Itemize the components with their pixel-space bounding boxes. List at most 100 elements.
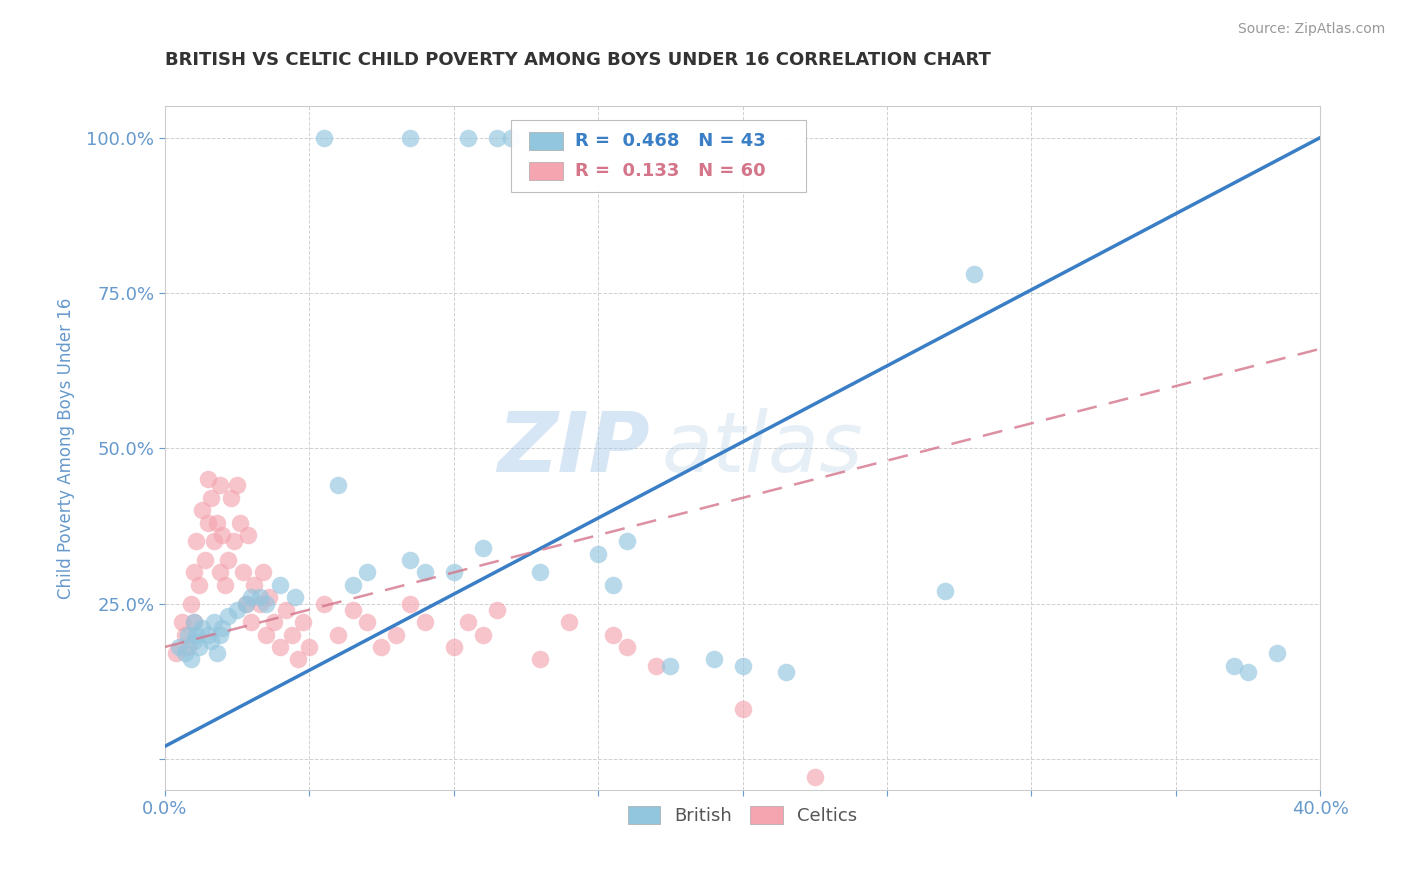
Point (1222, 658, 1244, 673)
Point (775, 665, 797, 679)
Text: Source: ZipAtlas.com: Source: ZipAtlas.com (1237, 22, 1385, 37)
Point (326, 478, 349, 492)
Point (217, 553, 239, 567)
Point (217, 609, 239, 624)
Point (399, 130, 422, 145)
Point (443, 566, 465, 580)
Point (471, 627, 494, 641)
Point (211, 621, 233, 635)
Point (174, 627, 197, 641)
Point (232, 566, 254, 580)
Point (211, 528, 233, 542)
Point (197, 627, 219, 641)
Point (194, 553, 217, 567)
Text: ZIP: ZIP (498, 408, 650, 489)
Point (1237, 665, 1260, 679)
Point (214, 578, 236, 592)
Point (205, 516, 228, 530)
Point (249, 591, 271, 605)
Point (803, 771, 825, 785)
FancyBboxPatch shape (512, 120, 806, 192)
Point (226, 603, 249, 617)
Point (342, 603, 364, 617)
Point (399, 553, 422, 567)
Point (269, 640, 291, 654)
Point (180, 652, 202, 666)
Point (413, 566, 436, 580)
Point (292, 615, 315, 629)
Point (177, 640, 200, 654)
Point (586, 547, 609, 561)
Point (235, 597, 257, 611)
Point (254, 597, 277, 611)
Point (177, 627, 200, 641)
Point (457, 615, 479, 629)
Point (202, 534, 225, 549)
Point (222, 534, 245, 549)
Text: BRITISH VS CELTIC CHILD POVERTY AMONG BOYS UNDER 16 CORRELATION CHART: BRITISH VS CELTIC CHILD POVERTY AMONG BO… (165, 51, 991, 69)
Bar (529, 161, 564, 179)
Point (703, 652, 725, 666)
Point (200, 491, 222, 505)
Point (501, 130, 523, 145)
Point (197, 516, 219, 530)
Point (183, 615, 205, 629)
Point (529, 566, 551, 580)
Point (485, 603, 508, 617)
Point (167, 640, 190, 654)
Point (254, 627, 277, 641)
Point (413, 615, 436, 629)
Legend: British, Celtics: British, Celtics (620, 798, 865, 832)
Point (370, 640, 392, 654)
Point (197, 472, 219, 486)
Text: R =  0.133   N = 60: R = 0.133 N = 60 (575, 161, 766, 179)
Point (284, 591, 307, 605)
Point (443, 640, 465, 654)
Point (249, 597, 271, 611)
Text: R =  0.468   N = 43: R = 0.468 N = 43 (575, 132, 766, 150)
Point (659, 658, 682, 673)
Point (208, 478, 231, 492)
Point (602, 578, 624, 592)
Y-axis label: Child Poverty Among Boys Under 16: Child Poverty Among Boys Under 16 (58, 298, 75, 599)
Point (312, 597, 335, 611)
Point (312, 130, 335, 145)
Point (188, 640, 211, 654)
Point (356, 566, 378, 580)
Point (186, 534, 208, 549)
Point (529, 652, 551, 666)
Point (183, 566, 205, 580)
Point (191, 621, 214, 635)
Point (269, 578, 291, 592)
Point (471, 541, 494, 555)
Point (298, 640, 321, 654)
Point (287, 652, 309, 666)
Point (191, 503, 214, 517)
Bar (529, 132, 564, 150)
Point (616, 640, 638, 654)
Point (243, 578, 266, 592)
Point (183, 633, 205, 648)
Point (644, 658, 666, 673)
Point (226, 478, 249, 492)
Point (165, 646, 187, 660)
Point (385, 627, 408, 641)
Point (602, 627, 624, 641)
Point (200, 633, 222, 648)
Point (934, 584, 956, 599)
Point (235, 597, 257, 611)
Point (342, 578, 364, 592)
Point (240, 591, 263, 605)
Point (208, 627, 231, 641)
Point (963, 267, 986, 281)
Point (238, 528, 260, 542)
Point (274, 603, 297, 617)
Point (183, 615, 205, 629)
Point (399, 597, 422, 611)
Point (281, 627, 304, 641)
Point (616, 534, 638, 549)
Point (202, 615, 225, 629)
Point (485, 130, 508, 145)
Point (229, 516, 252, 530)
Point (208, 566, 231, 580)
